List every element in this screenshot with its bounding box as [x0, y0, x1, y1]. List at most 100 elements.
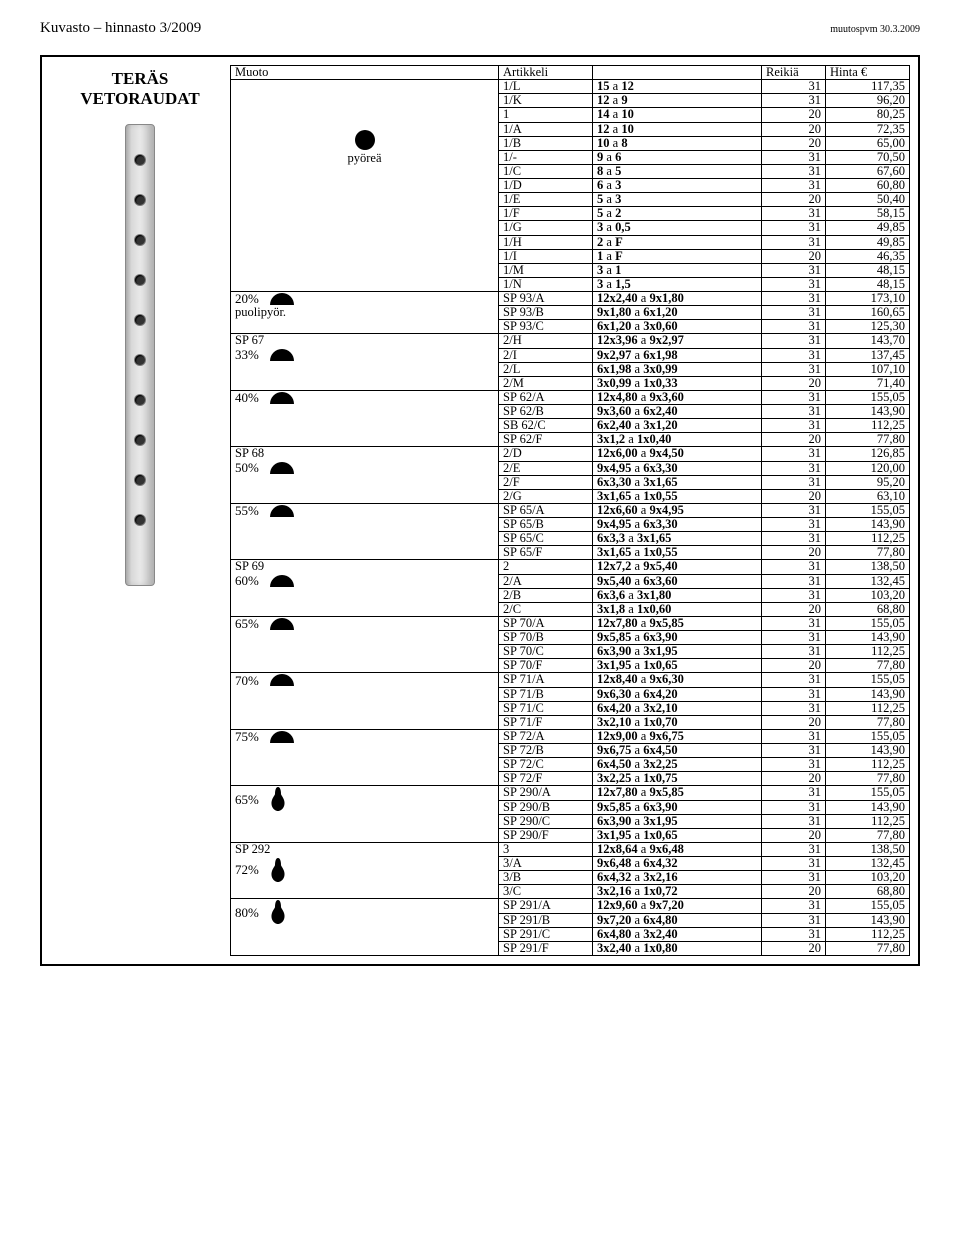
muoto-cell: 75%: [231, 729, 499, 786]
cell-artikkeli: SP 290/A: [499, 786, 593, 800]
muoto-cell: 65%: [231, 786, 499, 843]
table-row: 80%SP 291/A12x9,60 a 9x7,2031155,05: [231, 899, 910, 913]
cell-artikkeli: 1/A: [499, 122, 593, 136]
table-row: 75%SP 72/A12x9,00 a 9x6,7531155,05: [231, 729, 910, 743]
cell-dimensions: 6x2,40 a 3x1,20: [593, 419, 762, 433]
cell-dimensions: 12x6,60 a 9x4,95: [593, 503, 762, 517]
cell-artikkeli: SP 65/A: [499, 503, 593, 517]
cell-reikia: 31: [762, 292, 826, 306]
cell-price: 138,50: [826, 842, 910, 856]
shape-pear-icon: [269, 899, 287, 925]
cell-price: 70,50: [826, 150, 910, 164]
cell-dimensions: 12x3,96 a 9x2,97: [593, 334, 762, 348]
cell-dimensions: 6 a 3: [593, 179, 762, 193]
cell-dimensions: 12x4,80 a 9x3,60: [593, 390, 762, 404]
cell-dimensions: 12x6,00 a 9x4,50: [593, 447, 762, 461]
cell-reikia: 31: [762, 320, 826, 334]
cell-artikkeli: 2/E: [499, 461, 593, 475]
shape-halfmoon-icon: [269, 461, 295, 475]
cell-artikkeli: SP 72/A: [499, 729, 593, 743]
table-row: 70%SP 71/A12x8,40 a 9x6,3031155,05: [231, 673, 910, 687]
cell-artikkeli: 2/C: [499, 602, 593, 616]
muoto-cell: 55%: [231, 503, 499, 560]
cell-artikkeli: SP 93/A: [499, 292, 593, 306]
cell-artikkeli: 2/D: [499, 447, 593, 461]
cell-dimensions: 12x9,00 a 9x6,75: [593, 729, 762, 743]
muoto-cell: pyöreä: [231, 80, 499, 292]
cell-artikkeli: SP 65/B: [499, 518, 593, 532]
cell-reikia: 20: [762, 108, 826, 122]
cell-reikia: 20: [762, 885, 826, 899]
cell-reikia: 31: [762, 616, 826, 630]
shape-extra-label: puolipyör.: [235, 306, 494, 320]
cell-price: 103,20: [826, 588, 910, 602]
cell-reikia: 31: [762, 899, 826, 913]
product-title: TERÄS VETORAUDAT: [80, 69, 199, 108]
cell-artikkeli: 1/G: [499, 221, 593, 235]
cell-dimensions: 3x2,10 a 1x0,70: [593, 715, 762, 729]
cell-artikkeli: SP 65/F: [499, 546, 593, 560]
cell-artikkeli: SP 72/C: [499, 758, 593, 772]
cell-reikia: 31: [762, 800, 826, 814]
cell-reikia: 31: [762, 475, 826, 489]
cell-artikkeli: 2/L: [499, 362, 593, 376]
cell-price: 50,40: [826, 193, 910, 207]
shape-halfmoon-icon: [269, 504, 295, 518]
cell-price: 112,25: [826, 814, 910, 828]
cell-dimensions: 3x1,2 a 1x0,40: [593, 433, 762, 447]
cell-reikia: 20: [762, 249, 826, 263]
cell-reikia: 31: [762, 645, 826, 659]
cell-price: 143,90: [826, 800, 910, 814]
cell-artikkeli: SP 291/A: [499, 899, 593, 913]
cell-dimensions: 10 a 8: [593, 136, 762, 150]
cell-reikia: 31: [762, 263, 826, 277]
cell-dimensions: 8 a 5: [593, 164, 762, 178]
cell-reikia: 31: [762, 786, 826, 800]
col-hinta: Hinta €: [826, 66, 910, 80]
shape-halfmoon-icon: [269, 730, 295, 744]
cell-reikia: 31: [762, 447, 826, 461]
table-row: pyöreä1/L15 a 1231117,35: [231, 80, 910, 94]
cell-artikkeli: SP 70/B: [499, 631, 593, 645]
cell-price: 155,05: [826, 503, 910, 517]
cell-reikia: 31: [762, 842, 826, 856]
cell-price: 112,25: [826, 927, 910, 941]
cell-dimensions: 12x7,80 a 9x5,85: [593, 786, 762, 800]
cell-dimensions: 12x7,80 a 9x5,85: [593, 616, 762, 630]
cell-artikkeli: SP 291/F: [499, 941, 593, 955]
cell-artikkeli: SP 71/A: [499, 673, 593, 687]
cell-artikkeli: 1/L: [499, 80, 593, 94]
shape-halfmoon-icon: [269, 574, 295, 588]
shape-pct-label: 50%: [235, 461, 259, 475]
cell-price: 112,25: [826, 532, 910, 546]
shape-pear-icon: [269, 786, 287, 812]
shape-pct-label: 80%: [235, 906, 259, 920]
cell-reikia: 31: [762, 235, 826, 249]
cell-price: 143,90: [826, 405, 910, 419]
cell-reikia: 20: [762, 659, 826, 673]
cell-reikia: 31: [762, 80, 826, 94]
cell-dimensions: 6x1,98 a 3x0,99: [593, 362, 762, 376]
cell-price: 160,65: [826, 306, 910, 320]
sp-label: SP 292: [235, 843, 494, 857]
cell-price: 80,25: [826, 108, 910, 122]
shape-pct-label: 65%: [235, 617, 259, 631]
cell-dimensions: 1 a F: [593, 249, 762, 263]
cell-price: 155,05: [826, 616, 910, 630]
col-reikia: Reikiä: [762, 66, 826, 80]
cell-price: 77,80: [826, 772, 910, 786]
cell-reikia: 31: [762, 348, 826, 362]
cell-reikia: 31: [762, 927, 826, 941]
cell-price: 77,80: [826, 433, 910, 447]
cell-price: 112,25: [826, 701, 910, 715]
cell-artikkeli: SP 70/C: [499, 645, 593, 659]
cell-artikkeli: 1/I: [499, 249, 593, 263]
cell-reikia: 20: [762, 772, 826, 786]
cell-dimensions: 6x4,32 a 3x2,16: [593, 871, 762, 885]
shape-circle-icon: [355, 130, 375, 150]
cell-price: 107,10: [826, 362, 910, 376]
cell-artikkeli: 1/B: [499, 136, 593, 150]
cell-price: 137,45: [826, 348, 910, 362]
cell-price: 68,80: [826, 885, 910, 899]
cell-dimensions: 6x4,20 a 3x2,10: [593, 701, 762, 715]
